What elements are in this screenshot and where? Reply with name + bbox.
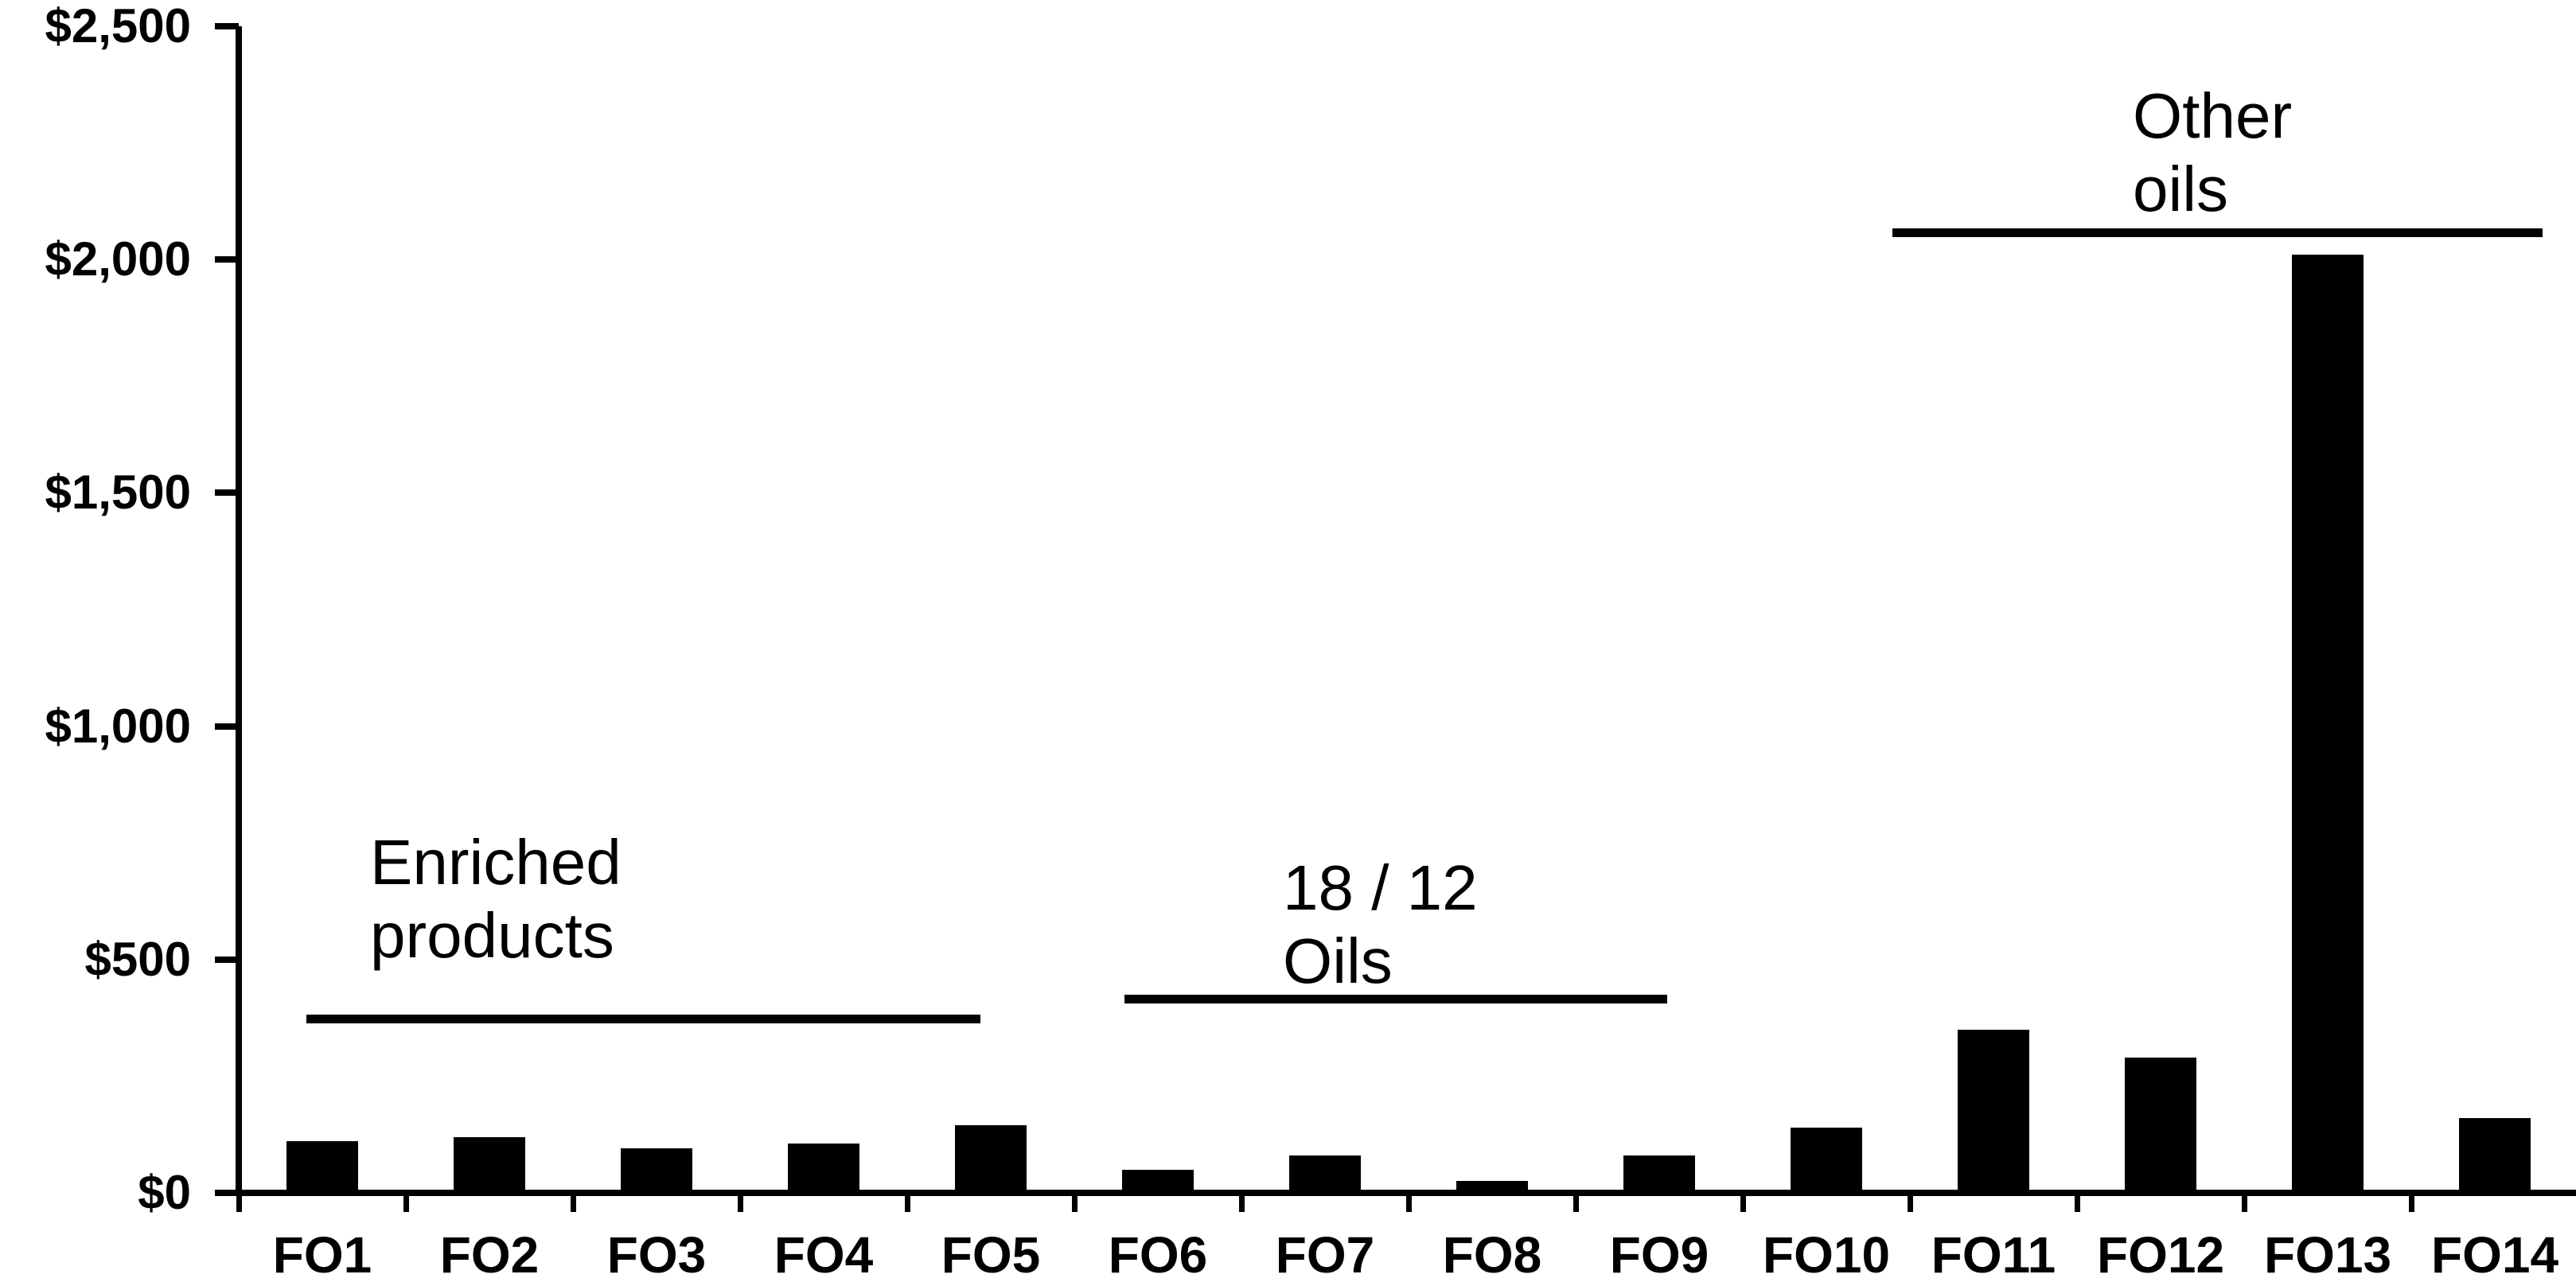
x-axis-label-fo13: FO13 (2263, 1226, 2392, 1282)
annotation-18-12-oils-underline (1124, 995, 1667, 1003)
bar-fo3 (621, 1148, 692, 1193)
x-axis-label-fo7: FO7 (1275, 1226, 1375, 1282)
annotation-enriched-products-underline (306, 1015, 980, 1023)
y-tick-label: $1,000 (45, 699, 191, 753)
x-axis-label-fo6: FO6 (1108, 1226, 1208, 1282)
bar-fo7 (1289, 1155, 1361, 1193)
annotation-enriched-products-line1: Enriched (370, 827, 622, 898)
x-axis-label-fo8: FO8 (1442, 1226, 1542, 1282)
x-axis-label-fo12: FO12 (2096, 1226, 2225, 1282)
x-axis-label-fo11: FO11 (1931, 1226, 2056, 1282)
x-tick (1740, 1196, 1746, 1212)
bar-fo13 (2292, 255, 2364, 1193)
x-tick (905, 1196, 910, 1212)
annotation-18-12-oils: 18 / 12 Oils (1283, 851, 1478, 998)
x-tick (1908, 1196, 1913, 1212)
x-axis-label-fo14: FO14 (2430, 1226, 2559, 1282)
x-axis-label-fo2: FO2 (439, 1226, 540, 1282)
x-axis-label-fo10: FO10 (1762, 1226, 1891, 1282)
annotation-18-12-oils-line1: 18 / 12 (1283, 852, 1478, 923)
bar-fo5 (955, 1125, 1027, 1193)
annotation-other-oils-underline (1892, 228, 2543, 237)
y-tick (215, 1190, 239, 1196)
x-axis-label-fo9: FO9 (1609, 1226, 1709, 1282)
annotation-other-oils-line2: oils (2133, 154, 2229, 224)
y-tick (215, 489, 239, 496)
y-tick (215, 723, 239, 730)
y-tick (215, 256, 239, 263)
y-tick (215, 957, 239, 963)
x-tick (1406, 1196, 1412, 1212)
annotation-enriched-products-line2: products (370, 900, 614, 971)
bar-fo14 (2459, 1118, 2531, 1193)
y-tick (215, 23, 239, 29)
bar-fo6 (1122, 1170, 1194, 1193)
x-tick (2242, 1196, 2247, 1212)
x-tick (2075, 1196, 2080, 1212)
x-axis-label-fo1: FO1 (272, 1226, 372, 1282)
x-axis-line (236, 1190, 2576, 1196)
bar-fo11 (1958, 1030, 2029, 1193)
bar-fo9 (1623, 1155, 1695, 1193)
bar-fo12 (2125, 1058, 2196, 1193)
annotation-enriched-products: Enriched products (370, 826, 622, 972)
x-axis-label-fo4: FO4 (774, 1226, 874, 1282)
annotation-other-oils: Other oils (2133, 80, 2292, 226)
x-axis-label-fo3: FO3 (606, 1226, 707, 1282)
annotation-other-oils-line1: Other (2133, 80, 2293, 151)
x-tick (2409, 1196, 2414, 1212)
y-tick-label: $2,500 (45, 0, 191, 53)
y-tick-label: $1,500 (45, 466, 191, 519)
x-tick (1573, 1196, 1579, 1212)
bar-fo10 (1791, 1128, 1862, 1193)
bar-fo4 (788, 1144, 859, 1193)
bar-fo2 (454, 1137, 525, 1193)
x-tick (1072, 1196, 1078, 1212)
y-tick-label: $500 (84, 933, 191, 986)
x-tick (1239, 1196, 1245, 1212)
x-tick (403, 1196, 409, 1212)
x-tick (236, 1196, 242, 1212)
x-tick (738, 1196, 743, 1212)
y-axis-line (236, 26, 242, 1196)
annotation-18-12-oils-line2: Oils (1283, 925, 1393, 996)
y-tick-label: $0 (138, 1166, 191, 1219)
x-axis-label-fo5: FO5 (941, 1226, 1041, 1282)
x-tick (571, 1196, 576, 1212)
y-tick-label: $2,000 (45, 232, 191, 286)
bar-fo1 (286, 1141, 358, 1193)
